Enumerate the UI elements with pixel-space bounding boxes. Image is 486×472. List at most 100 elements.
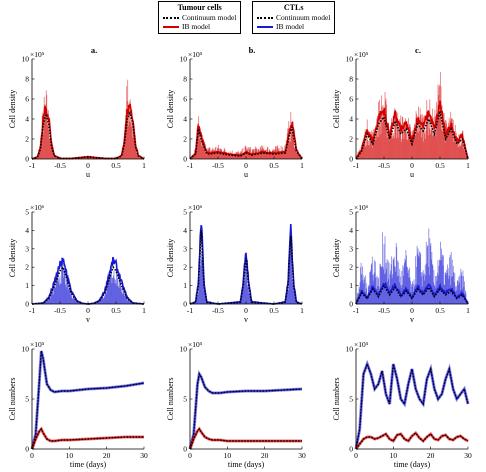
x-axis-label: u <box>410 170 414 179</box>
axis-exponent: ×10⁶ <box>354 203 369 212</box>
y-tick-label: 3 <box>183 244 187 253</box>
x-tick-label: 20 <box>261 451 269 460</box>
legend-title: Tumour cells <box>177 3 222 12</box>
panel-a2 <box>31 211 145 305</box>
x-tick-label: 0.5 <box>435 306 445 315</box>
x-tick-label: 10 <box>66 451 74 460</box>
y-tick-label: 4 <box>25 115 29 124</box>
y-tick-label: 10 <box>22 345 30 354</box>
x-tick-label: 1 <box>466 161 470 170</box>
continuum-model-line <box>355 432 469 450</box>
x-axis-label: time (days) <box>70 460 107 469</box>
y-axis-label: Cell density <box>166 90 175 128</box>
y-axis-label: Cell density <box>8 239 17 277</box>
y-tick-label: 0 <box>183 445 187 454</box>
y-tick-label: 5 <box>25 208 29 217</box>
x-tick-label: 0 <box>410 161 414 170</box>
y-tick-label: 0 <box>349 300 353 309</box>
legend-label: IB model <box>276 22 305 31</box>
y-tick-label: 5 <box>349 395 353 404</box>
axis-exponent: ×10⁵ <box>354 50 369 59</box>
y-tick-label: 1 <box>183 281 187 290</box>
x-tick-label: 0 <box>410 306 414 315</box>
y-tick-label: 8 <box>183 75 187 84</box>
y-tick-label: 4 <box>25 226 29 235</box>
panel-c3 <box>354 348 470 450</box>
y-tick-label: 4 <box>183 226 187 235</box>
continuum-model-line <box>189 126 303 160</box>
y-tick-label: 5 <box>349 208 353 217</box>
x-axis-label: u <box>86 170 90 179</box>
y-tick-label: 8 <box>349 75 353 84</box>
x-tick-label: 0 <box>244 161 248 170</box>
continuum-model-line <box>189 230 303 305</box>
x-tick-label: 0 <box>86 306 90 315</box>
x-tick-label: -1 <box>353 306 359 315</box>
y-tick-label: 2 <box>183 263 187 272</box>
ib-model-line <box>355 100 469 160</box>
x-tick-label: 0 <box>244 306 248 315</box>
panel-b3 <box>188 348 303 450</box>
panel-b2 <box>189 211 303 305</box>
y-axis-label: Cell density <box>332 90 341 128</box>
x-tick-label: -1 <box>29 306 35 315</box>
ib-model-line <box>31 350 145 450</box>
panel-b1 <box>189 58 303 160</box>
legend-entry-ib: IB model <box>163 22 236 31</box>
x-tick-label: 0.5 <box>269 306 279 315</box>
legend-label: Continuum model <box>276 13 331 22</box>
x-tick-label: 0 <box>30 451 34 460</box>
y-axis-label: Cell density <box>8 90 17 128</box>
y-tick-label: 6 <box>25 95 29 104</box>
dotted-line-swatch <box>257 16 273 19</box>
red-line-swatch <box>163 25 179 28</box>
continuum-model-line <box>355 110 469 160</box>
y-tick-label: 0 <box>25 300 29 309</box>
legend-entry-continuum: Continuum model <box>257 13 330 22</box>
axis-exponent: ×10⁵ <box>30 50 45 59</box>
y-tick-label: 0 <box>349 445 353 454</box>
y-tick-label: 5 <box>25 395 29 404</box>
legend-tumour-cells: Tumour cells Continuum model IB model <box>158 1 242 34</box>
x-tick-label: 1 <box>300 306 304 315</box>
continuum-model-line <box>31 265 145 305</box>
x-tick-label: 10 <box>390 451 398 460</box>
y-axis-label: Cell density <box>166 239 175 277</box>
y-tick-label: 5 <box>183 208 187 217</box>
continuum-model-line <box>355 361 469 450</box>
x-axis-label: time (days) <box>228 460 265 469</box>
y-axis-label: Cell density <box>332 239 341 277</box>
panel-c1 <box>355 58 469 160</box>
continuum-model-line <box>189 372 303 450</box>
y-tick-label: 0 <box>349 155 353 164</box>
x-axis-label: v <box>244 315 248 324</box>
legend-entry-continuum: Continuum model <box>163 13 236 22</box>
panel-label: b. <box>249 45 256 55</box>
x-tick-label: 30 <box>140 451 148 460</box>
y-tick-label: 10 <box>180 55 188 64</box>
x-tick-label: -1 <box>29 161 35 170</box>
x-tick-label: 1 <box>300 161 304 170</box>
y-tick-label: 6 <box>349 95 353 104</box>
x-tick-label: 30 <box>298 451 306 460</box>
x-tick-label: 0.5 <box>111 161 121 170</box>
y-tick-label: 4 <box>183 115 187 124</box>
y-axis-label: Cell numbers <box>166 378 175 421</box>
legend-title: CTLs <box>283 3 304 12</box>
axis-exponent: ×10⁵ <box>354 340 369 349</box>
x-tick-label: -0.5 <box>212 161 224 170</box>
x-tick-label: -0.5 <box>378 306 390 315</box>
blue-line-swatch <box>257 25 273 28</box>
legend-label: Continuum model <box>182 13 237 22</box>
y-tick-label: 0 <box>183 155 187 164</box>
legend-entry-ib: IB model <box>257 22 330 31</box>
ib-model-band <box>30 350 145 450</box>
x-tick-label: -0.5 <box>54 306 66 315</box>
x-tick-label: -0.5 <box>54 161 66 170</box>
x-tick-label: 1 <box>142 306 146 315</box>
x-tick-label: 0.5 <box>435 161 445 170</box>
x-tick-label: 20 <box>103 451 111 460</box>
legend-ctls: CTLs Continuum model IB model <box>252 1 336 34</box>
axis-exponent: ×10⁶ <box>30 203 45 212</box>
